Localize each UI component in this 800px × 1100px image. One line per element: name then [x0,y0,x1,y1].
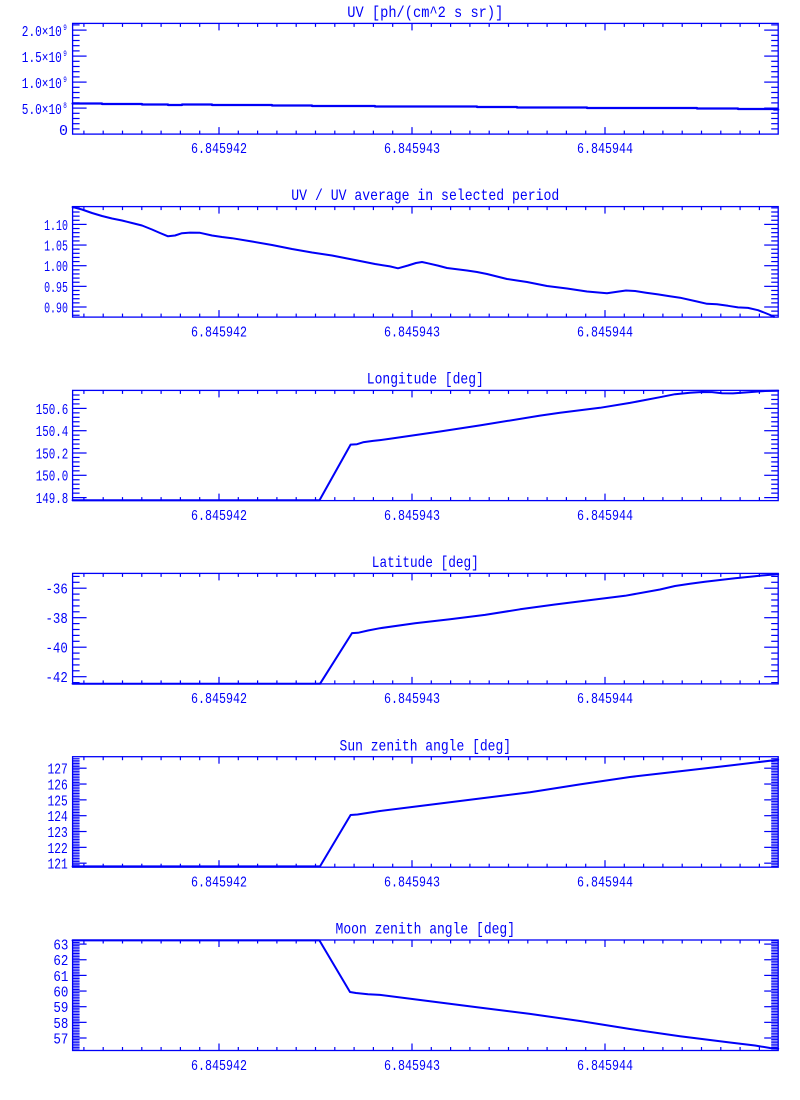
svg-text:9: 9 [63,23,67,33]
svg-text:122: 122 [48,841,68,858]
svg-text:149.8: 149.8 [36,491,69,508]
svg-text:6.845943: 6.845943 [384,874,440,891]
svg-text:1.0×10: 1.0×10 [22,76,62,93]
svg-text:126: 126 [48,777,68,794]
svg-text:150.4: 150.4 [36,424,69,441]
svg-text:6.845943: 6.845943 [384,691,440,708]
svg-text:1.00: 1.00 [44,259,68,276]
svg-text:-36: -36 [46,582,68,599]
svg-text:UV [ph/(cm^2 s sr)]: UV [ph/(cm^2 s sr)] [347,4,503,22]
svg-text:6.845943: 6.845943 [384,141,440,158]
svg-text:1.10: 1.10 [44,218,68,235]
svg-text:61: 61 [53,969,68,986]
svg-text:150.6: 150.6 [36,402,69,419]
svg-text:6.845942: 6.845942 [191,141,247,158]
svg-text:5.0×10: 5.0×10 [22,102,62,119]
svg-text:6.845944: 6.845944 [577,141,633,158]
svg-text:150.0: 150.0 [36,469,69,486]
svg-text:123: 123 [48,825,68,842]
svg-text:63: 63 [53,938,68,955]
svg-text:125: 125 [48,793,68,810]
svg-text:6.845942: 6.845942 [191,691,247,708]
svg-text:59: 59 [53,1000,68,1017]
svg-text:6.845944: 6.845944 [577,508,633,525]
svg-text:8: 8 [63,101,67,111]
svg-text:6.845944: 6.845944 [577,691,633,708]
svg-text:6.845943: 6.845943 [384,324,440,341]
svg-text:Longitude [deg]: Longitude [deg] [367,371,484,389]
svg-text:6.845944: 6.845944 [577,874,633,891]
svg-text:2.0×10: 2.0×10 [22,24,62,41]
svg-text:Sun zenith angle [deg]: Sun zenith angle [deg] [340,737,512,755]
svg-text:0.95: 0.95 [44,280,68,297]
svg-text:6.845942: 6.845942 [191,1058,247,1075]
svg-text:127: 127 [48,762,68,779]
svg-text:0: 0 [59,123,68,140]
svg-text:1.05: 1.05 [44,238,68,255]
svg-text:-38: -38 [46,611,68,628]
svg-text:6.845944: 6.845944 [577,1058,633,1075]
svg-text:6.845943: 6.845943 [384,508,440,525]
svg-text:6.845942: 6.845942 [191,324,247,341]
svg-text:62: 62 [53,953,68,970]
svg-text:UV / UV average in selected pe: UV / UV average in selected period [291,187,559,205]
svg-text:Moon zenith angle [deg]: Moon zenith angle [deg] [336,921,516,939]
svg-text:60: 60 [53,984,68,1001]
svg-text:57: 57 [53,1031,68,1048]
svg-text:121: 121 [48,857,68,874]
svg-text:124: 124 [48,809,68,826]
svg-text:-42: -42 [46,670,68,687]
svg-text:-40: -40 [46,641,68,658]
svg-text:6.845943: 6.845943 [384,1058,440,1075]
svg-text:0.90: 0.90 [44,300,68,317]
svg-text:58: 58 [53,1016,68,1033]
svg-text:6.845942: 6.845942 [191,874,247,891]
svg-text:Latitude [deg]: Latitude [deg] [372,554,479,572]
svg-text:9: 9 [63,75,67,85]
svg-text:1.5×10: 1.5×10 [22,50,62,67]
svg-text:6.845944: 6.845944 [577,324,633,341]
svg-text:6.845942: 6.845942 [191,508,247,525]
svg-text:9: 9 [63,49,67,59]
svg-text:150.2: 150.2 [36,446,69,463]
